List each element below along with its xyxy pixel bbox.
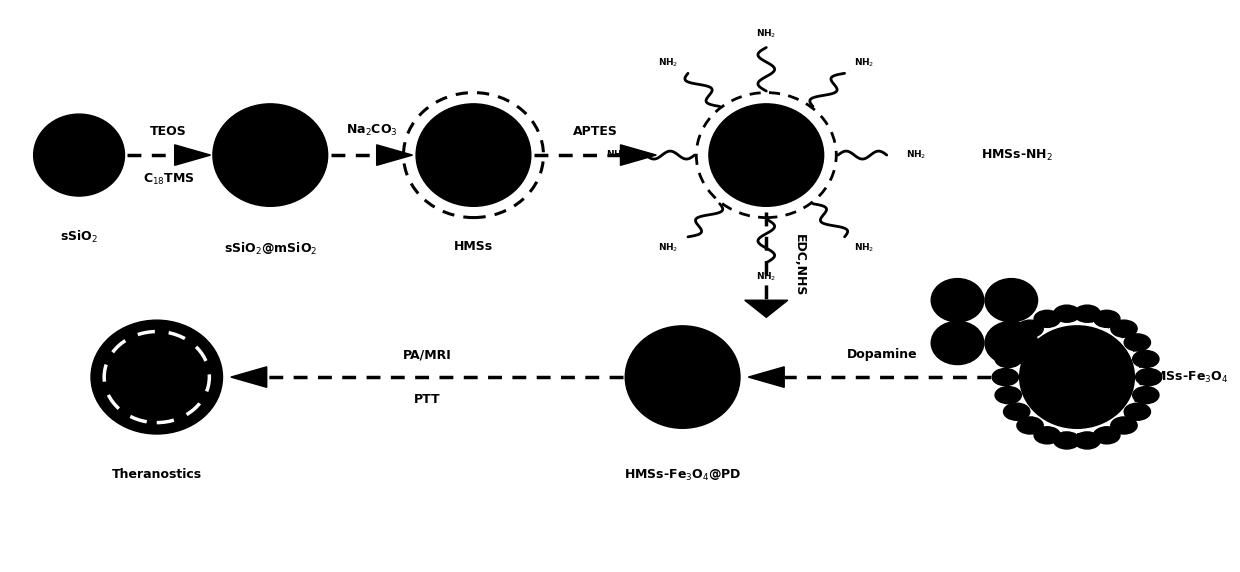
Ellipse shape: [1094, 427, 1120, 444]
Ellipse shape: [931, 279, 983, 322]
Text: sSiO$_2$@mSiO$_2$: sSiO$_2$@mSiO$_2$: [223, 240, 317, 257]
Text: HMSs-Fe$_3$O$_4$@PD: HMSs-Fe$_3$O$_4$@PD: [624, 468, 742, 483]
Ellipse shape: [931, 321, 983, 364]
Ellipse shape: [417, 104, 531, 206]
Ellipse shape: [1111, 417, 1137, 434]
Text: Theranostics: Theranostics: [112, 468, 202, 481]
Polygon shape: [175, 145, 211, 165]
Text: NH$_2$: NH$_2$: [756, 27, 776, 39]
Text: sSiO$_2$: sSiO$_2$: [60, 229, 98, 245]
Text: NH$_2$: NH$_2$: [658, 241, 678, 254]
Text: NH$_2$: NH$_2$: [906, 149, 926, 161]
Polygon shape: [620, 145, 656, 165]
Ellipse shape: [1003, 403, 1030, 420]
Ellipse shape: [1054, 305, 1080, 322]
Ellipse shape: [1074, 432, 1100, 449]
Ellipse shape: [1074, 305, 1100, 322]
Text: NH$_2$: NH$_2$: [854, 56, 874, 69]
Ellipse shape: [985, 321, 1038, 364]
Text: HMSs-NH$_2$: HMSs-NH$_2$: [981, 148, 1053, 162]
Text: C$_{18}$TMS: C$_{18}$TMS: [143, 172, 195, 187]
Ellipse shape: [992, 368, 1018, 386]
Ellipse shape: [1034, 310, 1060, 327]
Text: PA/MRI: PA/MRI: [403, 348, 451, 361]
Text: NH$_2$: NH$_2$: [854, 241, 874, 254]
Text: Dopamine: Dopamine: [847, 348, 918, 361]
Polygon shape: [745, 300, 787, 317]
Ellipse shape: [1125, 334, 1151, 351]
Text: HMSs-Fe$_3$O$_4$: HMSs-Fe$_3$O$_4$: [1143, 370, 1228, 384]
Ellipse shape: [1017, 320, 1043, 337]
Ellipse shape: [985, 279, 1038, 322]
Ellipse shape: [1017, 417, 1043, 434]
Ellipse shape: [1003, 334, 1030, 351]
Ellipse shape: [1125, 403, 1151, 420]
Text: TEOS: TEOS: [150, 125, 187, 138]
Text: HMSs: HMSs: [454, 240, 494, 253]
Text: EDC,NHS: EDC,NHS: [792, 234, 806, 296]
Ellipse shape: [91, 320, 222, 434]
Ellipse shape: [1132, 387, 1159, 404]
Ellipse shape: [1111, 320, 1137, 337]
Polygon shape: [377, 145, 413, 165]
Text: PTT: PTT: [414, 393, 440, 406]
Ellipse shape: [1054, 432, 1080, 449]
Ellipse shape: [709, 104, 823, 206]
Ellipse shape: [1094, 310, 1120, 327]
Text: NH$_2$: NH$_2$: [606, 149, 626, 161]
Ellipse shape: [994, 387, 1022, 404]
Ellipse shape: [213, 104, 327, 206]
Ellipse shape: [1132, 351, 1159, 368]
Ellipse shape: [625, 326, 740, 428]
Ellipse shape: [994, 351, 1022, 368]
Ellipse shape: [1136, 368, 1162, 386]
Ellipse shape: [33, 114, 124, 196]
Text: NH$_2$: NH$_2$: [658, 56, 678, 69]
Text: Na$_2$CO$_3$: Na$_2$CO$_3$: [346, 123, 398, 138]
Polygon shape: [749, 367, 784, 387]
Text: APTES: APTES: [573, 125, 618, 138]
Ellipse shape: [1034, 427, 1060, 444]
Polygon shape: [231, 367, 267, 387]
Text: NH$_2$: NH$_2$: [756, 271, 776, 283]
Ellipse shape: [1019, 326, 1135, 428]
